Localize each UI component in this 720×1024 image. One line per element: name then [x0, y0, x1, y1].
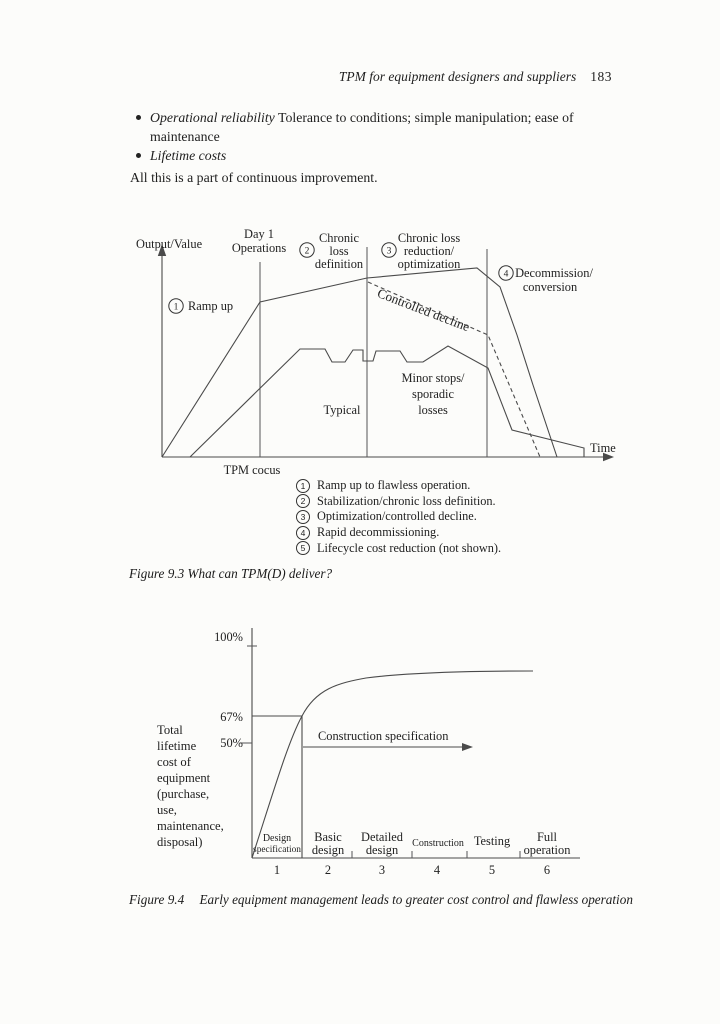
- y-label-100: 100%: [214, 630, 243, 644]
- stage-2-line1: Basic: [314, 830, 342, 844]
- circled-3-number: 3: [387, 247, 392, 257]
- typical-curve: [189, 345, 585, 458]
- caption-label: Figure 9.4: [129, 892, 185, 907]
- figure-9-3-chart: Output/Value Time Day 1 Operations 1 Ram…: [136, 227, 616, 477]
- stage-3-line1: Detailed: [361, 830, 404, 844]
- x-axis-label: Time: [590, 441, 616, 455]
- stage-4-line1: Construction: [412, 838, 464, 849]
- minor-stops-line1: Minor stops/: [402, 371, 466, 385]
- loss-reduction-line3: optimization: [398, 257, 461, 271]
- page-header: TPM for equipment designers and supplier…: [0, 69, 612, 85]
- chronic-loss-definition-line1: Chronic: [319, 231, 359, 245]
- tpm-focus-label: TPM cocus: [224, 463, 281, 477]
- loss-reduction-line2: reduction/: [404, 244, 455, 258]
- circled-2-number: 2: [305, 247, 310, 257]
- figure-9-4-caption: Figure 9.4 Early equipment management le…: [129, 892, 633, 908]
- y-axis-label: Output/Value: [136, 237, 203, 251]
- ylabel-line: cost of: [157, 755, 191, 769]
- circled-2-icon: 2: [296, 494, 310, 509]
- ylabel-line: Total: [157, 723, 183, 737]
- legend-item-3: 3 Optimization/controlled decline.: [296, 509, 501, 525]
- stage-2-line2: design: [312, 843, 344, 857]
- ylabel-line: (purchase,: [157, 787, 210, 801]
- ylabel-line: disposal): [157, 835, 203, 849]
- chronic-loss-definition-line2: loss: [329, 244, 348, 258]
- stage-3-line2: design: [366, 843, 398, 857]
- figure-9-4-y-axis-description: Total lifetime cost of equipment (purcha…: [157, 722, 224, 850]
- ylabel-line: maintenance,: [157, 819, 224, 833]
- loss-reduction-line1: Chronic loss: [398, 231, 460, 245]
- stage-6-line2: operation: [524, 843, 571, 857]
- circled-2-icon: [299, 242, 315, 258]
- bullet-icon: [136, 153, 141, 158]
- bullet-term: Operational reliability: [150, 110, 275, 125]
- figure-9-3-legend: 1 Ramp up to flawless operation. 2 Stabi…: [296, 478, 501, 556]
- legend-text: Ramp up to flawless operation.: [317, 478, 471, 493]
- stage-6-number: 6: [544, 863, 550, 877]
- legend-text: Lifecycle cost reduction (not shown).: [317, 540, 502, 555]
- bullet-term: Lifetime costs: [150, 148, 227, 163]
- stage-6-line1: Full: [537, 830, 558, 844]
- ylabel-line: equipment: [157, 771, 211, 785]
- ylabel-line: lifetime: [157, 739, 197, 753]
- legend-text: Optimization/controlled decline.: [317, 509, 477, 524]
- stage-5-number: 5: [489, 863, 495, 877]
- caption-text: What can TPM(D) deliver?: [187, 566, 333, 581]
- running-head: TPM for equipment designers and supplier…: [338, 69, 577, 84]
- circled-4-icon: 4: [296, 525, 310, 540]
- figure-9-4-chart: 100% 67% 50% Construction specification …: [214, 628, 580, 877]
- circled-1-icon: 1: [296, 478, 310, 493]
- legend-item-1: 1 Ramp up to flawless operation.: [296, 478, 501, 494]
- stage-3-number: 3: [379, 863, 385, 877]
- body-paragraph: All this is a part of continuous improve…: [130, 170, 378, 185]
- y-label-67: 67%: [220, 710, 243, 724]
- circled-4-icon: [498, 265, 514, 281]
- bullet-icon: [136, 115, 141, 120]
- stage-1-number: 1: [274, 863, 280, 877]
- day1-label-line1: Day 1: [244, 227, 274, 241]
- stage-5-line1: Testing: [474, 834, 510, 848]
- y-label-50: 50%: [220, 736, 243, 750]
- circled-1-icon: [168, 298, 184, 314]
- circled-3-icon: 3: [296, 509, 310, 524]
- decommission-label-line2: conversion: [523, 280, 577, 294]
- minor-stops-line3: losses: [418, 403, 448, 417]
- controlled-decline-dashed-line: [367, 281, 541, 458]
- chronic-loss-definition-line3: definition: [315, 257, 363, 271]
- x-axis-arrow-icon: [603, 452, 614, 462]
- y-axis-arrow-icon: [157, 244, 167, 256]
- circled-3-icon: [381, 242, 397, 258]
- construction-spec-arrow-icon: [462, 743, 473, 751]
- ramp-up-label: Ramp up: [188, 299, 233, 313]
- caption-label: Figure 9.3: [129, 566, 185, 581]
- stage-1-line2: specification: [253, 844, 301, 855]
- construction-spec-label: Construction specification: [318, 729, 448, 743]
- circled-5-icon: 5: [296, 541, 310, 556]
- tpm-focus-curve: [161, 267, 558, 458]
- lifetime-cost-curve: [251, 670, 534, 859]
- controlled-decline-label: Controlled decline: [375, 285, 472, 334]
- circled-4-number: 4: [504, 270, 509, 280]
- stage-2-number: 2: [325, 863, 331, 877]
- caption-text: Early equipment management leads to grea…: [199, 892, 633, 907]
- legend-item-2: 2 Stabilization/chronic loss definition.: [296, 494, 501, 510]
- legend-item-5: 5 Lifecycle cost reduction (not shown).: [296, 540, 501, 556]
- stage-4-number: 4: [434, 863, 440, 877]
- decommission-label-line1: Decommission/: [515, 266, 593, 280]
- circled-1-number: 1: [174, 303, 179, 313]
- legend-text: Rapid decommissioning.: [317, 525, 440, 540]
- legend-text: Stabilization/chronic loss definition.: [317, 493, 496, 508]
- bullet-item-operational-reliability: Operational reliability Tolerance to con…: [136, 109, 620, 146]
- stage-1-line1: Design: [263, 833, 291, 844]
- bullet-text: Tolerance to conditions; simple manipula…: [150, 110, 574, 144]
- typical-label: Typical: [324, 403, 362, 417]
- ylabel-line: use,: [157, 803, 177, 817]
- minor-stops-line2: sporadic: [412, 387, 454, 401]
- legend-item-4: 4 Rapid decommissioning.: [296, 525, 501, 541]
- day1-label-line2: Operations: [232, 241, 287, 255]
- bullet-item-lifetime-costs: Lifetime costs: [136, 147, 620, 166]
- figure-9-3-caption: Figure 9.3 What can TPM(D) deliver?: [129, 566, 332, 582]
- page-number: 183: [590, 69, 612, 84]
